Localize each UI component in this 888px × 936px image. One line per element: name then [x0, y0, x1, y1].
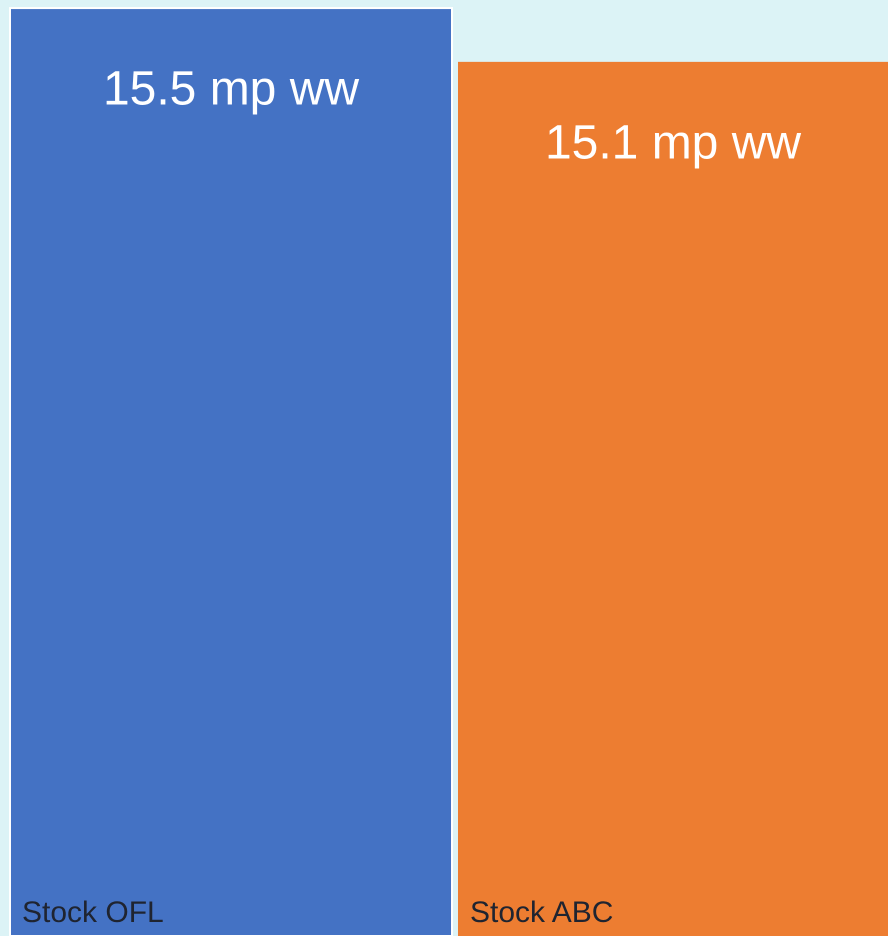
value-label: 15.5 mp ww	[103, 63, 359, 116]
category-label: Stock OFL	[22, 896, 164, 929]
bar	[458, 61, 888, 936]
value-label: 15.1 mp ww	[545, 117, 801, 170]
bar	[9, 7, 453, 936]
category-label: Stock ABC	[470, 896, 613, 929]
